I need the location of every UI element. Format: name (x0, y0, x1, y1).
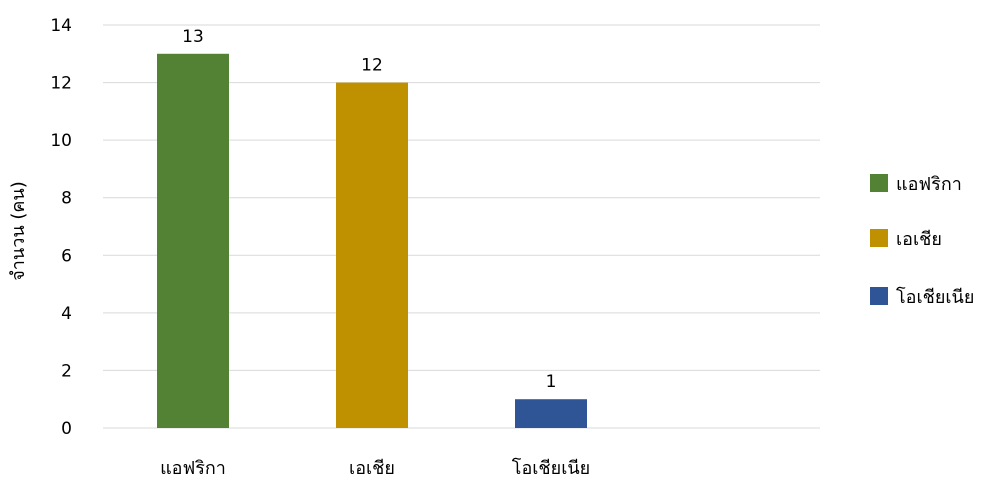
bars (157, 53, 587, 429)
legend-label: โอเชียเนีย (896, 286, 974, 308)
legend-swatch (870, 174, 888, 192)
data-labels: 13 12 1 (182, 27, 556, 392)
y-tick-label: 10 (50, 131, 72, 151)
legend-label: แอฟริกา (896, 174, 962, 195)
category-label: โอเชียเนีย (512, 457, 590, 479)
data-label: 13 (182, 27, 204, 47)
y-tick-label: 6 (61, 246, 72, 266)
y-tick-label: 8 (61, 189, 72, 209)
legend-swatch (870, 229, 888, 247)
y-axis-ticks: 0 2 4 6 8 10 12 14 (50, 16, 72, 439)
bar-1 (336, 82, 408, 429)
data-label: 12 (361, 56, 383, 76)
y-tick-label: 12 (50, 74, 72, 94)
y-tick-label: 4 (61, 304, 72, 324)
category-labels: แอฟริกา เอเชีย โอเชียเนีย (160, 457, 590, 479)
legend-swatch (870, 287, 888, 305)
category-label: แอฟริกา (160, 458, 226, 479)
y-tick-label: 0 (61, 419, 72, 439)
category-label: เอเชีย (349, 458, 395, 479)
bar-2 (515, 399, 587, 428)
y-tick-label: 2 (61, 361, 72, 381)
data-label: 1 (546, 372, 557, 392)
bar-0 (157, 53, 229, 429)
legend-label: เอเชีย (896, 229, 942, 250)
y-axis-label: จำนวน (คน) (8, 181, 29, 280)
y-tick-label: 14 (50, 16, 72, 36)
